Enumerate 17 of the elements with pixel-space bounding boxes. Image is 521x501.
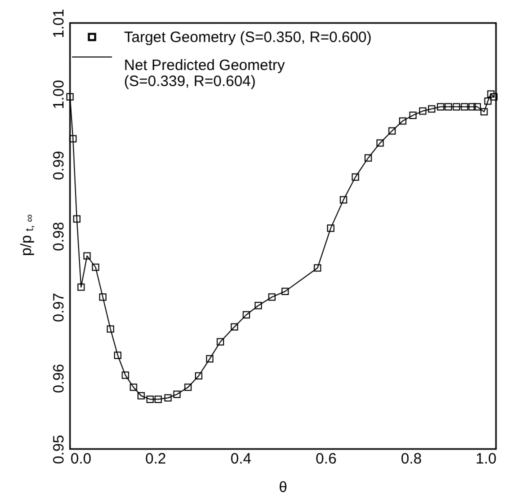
- y-tick-label: 0.99: [50, 150, 68, 180]
- y-tick-label: 0.95: [50, 434, 68, 464]
- y-tick-label: 0.97: [50, 292, 68, 322]
- x-tick-label: 0.2: [145, 450, 166, 468]
- legend-label: Net Predicted Geometry (S=0.339, R=0.604): [124, 57, 286, 90]
- x-axis-title: θ: [278, 479, 288, 496]
- y-tick-label: 0.98: [50, 222, 68, 252]
- x-tick-label: 0.6: [316, 450, 337, 468]
- y-tick-label: 1.01: [50, 8, 68, 38]
- x-tick-label: 0.0: [70, 450, 92, 468]
- legend-label: Target Geometry (S=0.350, R=0.600): [124, 29, 372, 46]
- y-tick-label: 0.96: [50, 364, 68, 394]
- x-tick-label: 0.8: [400, 450, 422, 468]
- y-tick-label: 1.00: [50, 80, 68, 110]
- x-tick-label: 1.0: [476, 450, 496, 468]
- x-tick-label: 0.4: [230, 450, 252, 468]
- y-axis-title: p/pt, ∞: [18, 214, 36, 256]
